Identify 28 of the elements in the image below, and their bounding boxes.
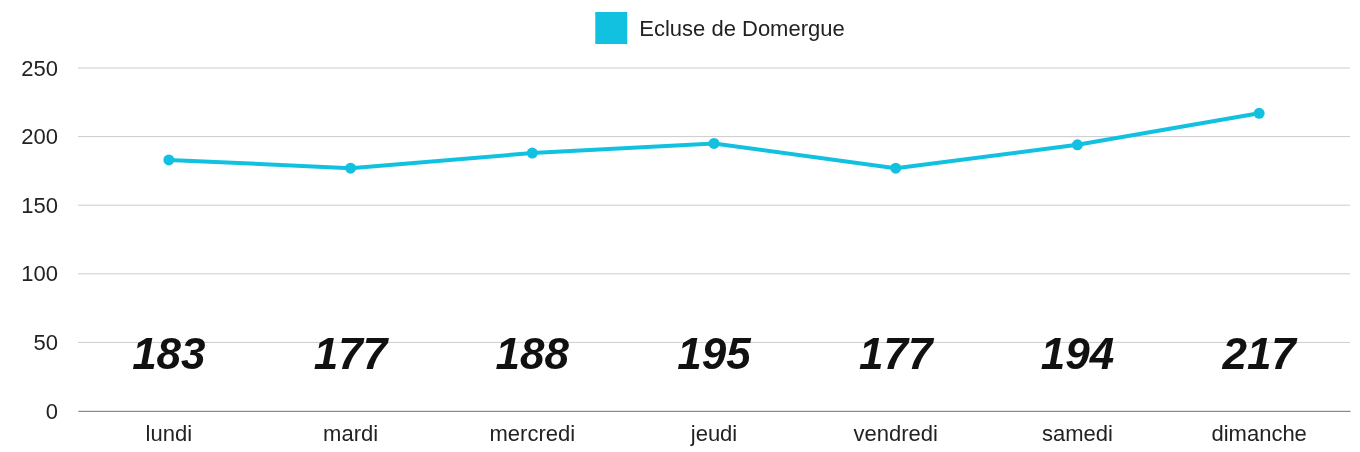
y-tick-label: 100 bbox=[21, 261, 58, 287]
x-tick-label: jeudi bbox=[689, 420, 738, 446]
y-tick-label: 50 bbox=[33, 329, 58, 355]
x-tick-label: mardi bbox=[323, 420, 379, 446]
y-tick-label: 200 bbox=[21, 124, 58, 150]
y-tick-label: 150 bbox=[21, 192, 58, 218]
point bbox=[890, 162, 902, 174]
y-tick-label: 250 bbox=[21, 55, 58, 81]
annotation: 177 bbox=[313, 329, 390, 379]
x-tick-label: samedi bbox=[1041, 420, 1113, 446]
point bbox=[1071, 139, 1083, 151]
point bbox=[526, 147, 538, 159]
y-tick-label: 0 bbox=[45, 398, 58, 424]
annotation: 183 bbox=[132, 329, 206, 379]
annotation: 188 bbox=[495, 329, 570, 379]
x-tick-label: dimanche bbox=[1211, 420, 1307, 446]
point bbox=[1253, 107, 1265, 119]
point bbox=[708, 137, 720, 149]
x-tick-label: lundi bbox=[145, 420, 193, 446]
point bbox=[345, 162, 357, 174]
annotation: 217 bbox=[1221, 329, 1299, 379]
annotation: 177 bbox=[859, 329, 935, 379]
x-tick-label: vendredi bbox=[853, 420, 938, 446]
annotation: 195 bbox=[677, 329, 752, 379]
annotation: 194 bbox=[1040, 329, 1115, 379]
x-tick-label: mercredi bbox=[489, 420, 576, 446]
legend-label: Ecluse de Domergue bbox=[639, 16, 845, 41]
point bbox=[163, 154, 175, 166]
